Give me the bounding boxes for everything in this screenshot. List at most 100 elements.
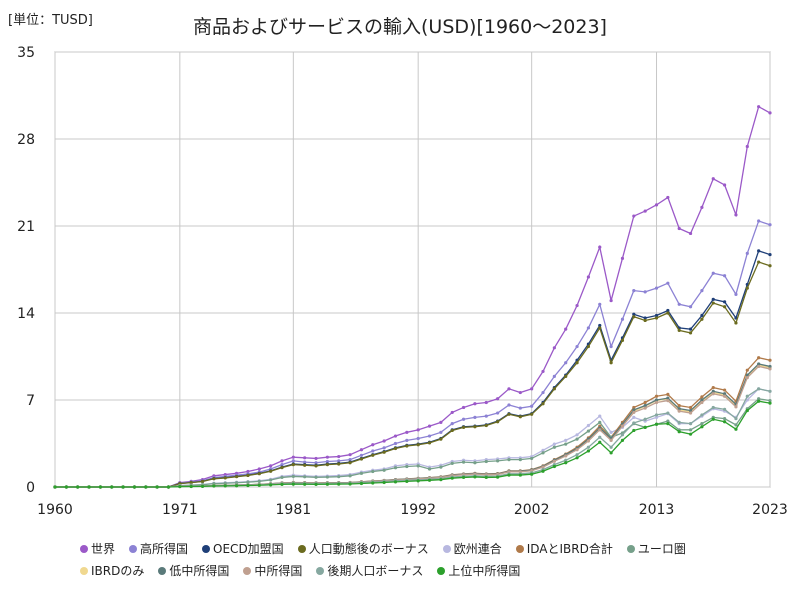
data-point <box>654 422 659 426</box>
data-point <box>269 483 273 487</box>
legend-item: IDAとIBRD合計 <box>515 540 613 557</box>
x-tick-label: 1992 <box>400 502 436 518</box>
data-point <box>688 432 693 436</box>
data-point <box>666 411 670 415</box>
data-point <box>643 425 647 429</box>
data-point <box>291 459 295 463</box>
data-point <box>212 477 216 481</box>
data-point <box>269 464 273 468</box>
data-point <box>757 399 761 403</box>
data-point <box>450 476 454 480</box>
data-point <box>269 478 273 482</box>
x-tick-label: 2013 <box>639 502 675 518</box>
data-point <box>450 410 454 415</box>
legend-label: 人口動態後のボーナス <box>308 542 429 556</box>
data-point <box>666 392 670 397</box>
data-point <box>666 419 670 423</box>
data-point <box>552 374 556 378</box>
data-point <box>632 410 636 415</box>
data-point <box>439 478 443 482</box>
data-point <box>337 482 341 486</box>
data-point <box>246 473 250 478</box>
data-point <box>530 472 534 476</box>
legend-label: 中所得国 <box>254 564 303 578</box>
data-point <box>507 412 511 416</box>
data-point <box>757 362 761 366</box>
data-point <box>393 480 398 484</box>
legend-label: 欧州連合 <box>453 542 502 556</box>
legend-item: 人口動態後のボーナス <box>297 540 429 557</box>
data-point <box>700 205 704 209</box>
y-tick-label: 14 <box>17 306 35 322</box>
data-point <box>461 425 466 429</box>
data-point <box>200 484 205 488</box>
data-point <box>575 437 579 441</box>
data-point <box>439 437 443 441</box>
data-point <box>291 455 295 459</box>
data-point <box>121 485 125 489</box>
data-point <box>677 302 681 306</box>
data-point <box>291 482 295 486</box>
data-point <box>507 473 511 477</box>
data-point <box>666 281 670 285</box>
data-point <box>461 417 466 421</box>
data-point <box>507 458 511 462</box>
data-point <box>757 219 761 223</box>
data-point <box>677 430 681 434</box>
data-point <box>541 451 545 455</box>
data-point <box>620 438 625 442</box>
data-point <box>98 485 102 489</box>
data-point <box>484 459 488 464</box>
data-point <box>234 481 239 485</box>
data-point <box>257 483 261 487</box>
data-point <box>484 400 488 405</box>
legend: 世界 高所得国 OECD加盟国 人口動態後のボーナス 欧州連合 IDAとIBRD合計 ユーロ… <box>80 540 780 584</box>
data-point <box>632 421 636 425</box>
data-point <box>700 413 704 417</box>
data-point <box>711 271 715 275</box>
data-point <box>598 302 602 306</box>
data-point <box>711 392 715 396</box>
data-point <box>632 315 636 319</box>
legend-swatch <box>297 544 306 553</box>
data-point <box>155 485 159 489</box>
data-point <box>87 485 91 489</box>
legend-row: IBRDのみ 低中所得国 中所得国 後期人口ボーナス 上位中所得国 <box>80 562 780 579</box>
unit-label: [単位：TUSD] <box>8 13 93 28</box>
data-point <box>393 466 398 470</box>
data-point <box>564 374 568 378</box>
data-point <box>496 397 500 401</box>
data-point <box>757 356 761 360</box>
data-point <box>473 475 477 479</box>
data-point <box>371 469 375 474</box>
data-point <box>734 292 738 296</box>
data-point <box>405 479 409 484</box>
data-point <box>700 400 704 405</box>
data-point <box>359 453 364 457</box>
data-point <box>473 425 477 429</box>
data-point <box>144 485 148 489</box>
data-point <box>598 440 602 444</box>
data-point <box>359 471 364 475</box>
data-point <box>609 430 613 434</box>
data-point <box>757 397 761 401</box>
data-point <box>325 463 329 467</box>
data-point <box>768 223 772 227</box>
data-point <box>768 367 772 371</box>
data-point <box>496 475 500 479</box>
data-point <box>688 408 693 413</box>
data-point <box>711 417 715 421</box>
data-point <box>530 456 534 461</box>
line-chart: 0 7 14 21 28 35 1960 1971 1981 1992 2002 2013 2023 <box>17 45 788 518</box>
data-point <box>223 476 227 480</box>
data-point <box>484 414 488 418</box>
data-point <box>757 387 761 391</box>
data-point <box>382 446 386 450</box>
data-point <box>586 423 591 428</box>
data-point <box>450 428 454 433</box>
data-point <box>643 316 647 320</box>
data-point <box>575 433 579 437</box>
data-point <box>552 387 556 391</box>
data-point <box>348 458 352 462</box>
legend-swatch <box>80 566 88 575</box>
